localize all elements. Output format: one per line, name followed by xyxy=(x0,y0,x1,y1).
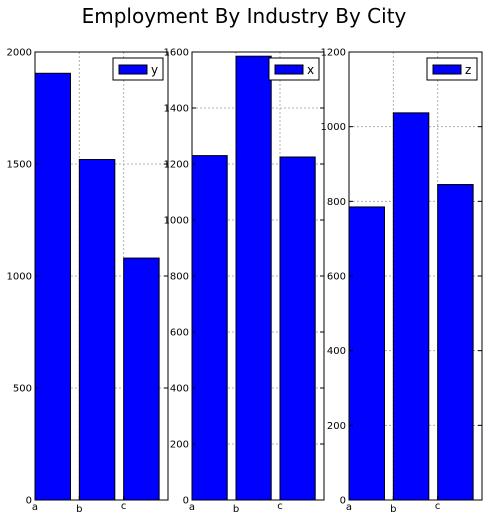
x-tick-label: a xyxy=(189,502,195,513)
bar-a xyxy=(191,155,228,501)
x-tick-label: c xyxy=(277,501,283,512)
y-tick-label: 1400 xyxy=(164,104,189,115)
y-tick-label: 1000 xyxy=(7,272,32,283)
x-tick-label: b xyxy=(233,504,239,515)
y-tick-label: 800 xyxy=(327,197,346,208)
y-tick-label: 2000 xyxy=(7,48,32,59)
y-tick-label: 600 xyxy=(170,328,189,339)
bar-a xyxy=(348,206,385,501)
legend: y xyxy=(112,57,164,81)
y-tick-label: 1500 xyxy=(7,160,32,171)
bar-c xyxy=(279,156,316,501)
x-tick-label: a xyxy=(346,502,352,513)
chart-title: Employment By Industry By City xyxy=(81,4,407,28)
y-tick-label: 0 xyxy=(183,496,189,507)
y-tick-label: 1200 xyxy=(164,160,189,171)
bar-a xyxy=(34,72,71,501)
bar-c xyxy=(437,184,474,501)
y-tick-label: 200 xyxy=(327,421,346,432)
legend-swatch xyxy=(274,64,304,75)
legend-swatch xyxy=(118,64,148,75)
y-tick-label: 800 xyxy=(170,272,189,283)
legend: z xyxy=(426,57,478,81)
bar-b xyxy=(235,55,272,501)
y-tick-label: 0 xyxy=(26,496,32,507)
y-tick-label: 400 xyxy=(170,384,189,395)
x-tick-label: c xyxy=(121,501,127,512)
y-tick-label: 1000 xyxy=(164,216,189,227)
y-tick-label: 1000 xyxy=(321,122,346,133)
subplot-3: 0 200 400 600 800 1000 1200 a b c z xyxy=(321,48,483,515)
bar-b xyxy=(392,112,430,501)
y-tick-label: 1600 xyxy=(164,48,189,59)
subplot-2: 0 200 400 600 800 1000 1200 1400 1600 a b c x xyxy=(164,48,325,515)
y-tick-label: 1200 xyxy=(321,48,346,59)
y-tick-label: 500 xyxy=(13,384,32,395)
bar-c xyxy=(123,257,160,501)
x-tick-label: b xyxy=(390,504,396,515)
y-tick-label: 400 xyxy=(327,346,346,357)
y-tick-label: 200 xyxy=(170,440,189,451)
legend-label: z xyxy=(465,63,471,77)
legend-swatch xyxy=(432,64,462,75)
x-tick-label: b xyxy=(76,504,82,515)
bar-b xyxy=(78,159,116,501)
legend-label: x xyxy=(307,63,314,77)
subplot-1: 0 500 1000 1500 2000 a b c y xyxy=(7,48,169,515)
legend: x xyxy=(268,57,320,81)
y-tick-label: 0 xyxy=(340,496,346,507)
y-tick-label: 600 xyxy=(327,272,346,283)
x-tick-label: a xyxy=(32,502,38,513)
x-tick-label: c xyxy=(435,501,441,512)
legend-label: y xyxy=(151,63,158,77)
